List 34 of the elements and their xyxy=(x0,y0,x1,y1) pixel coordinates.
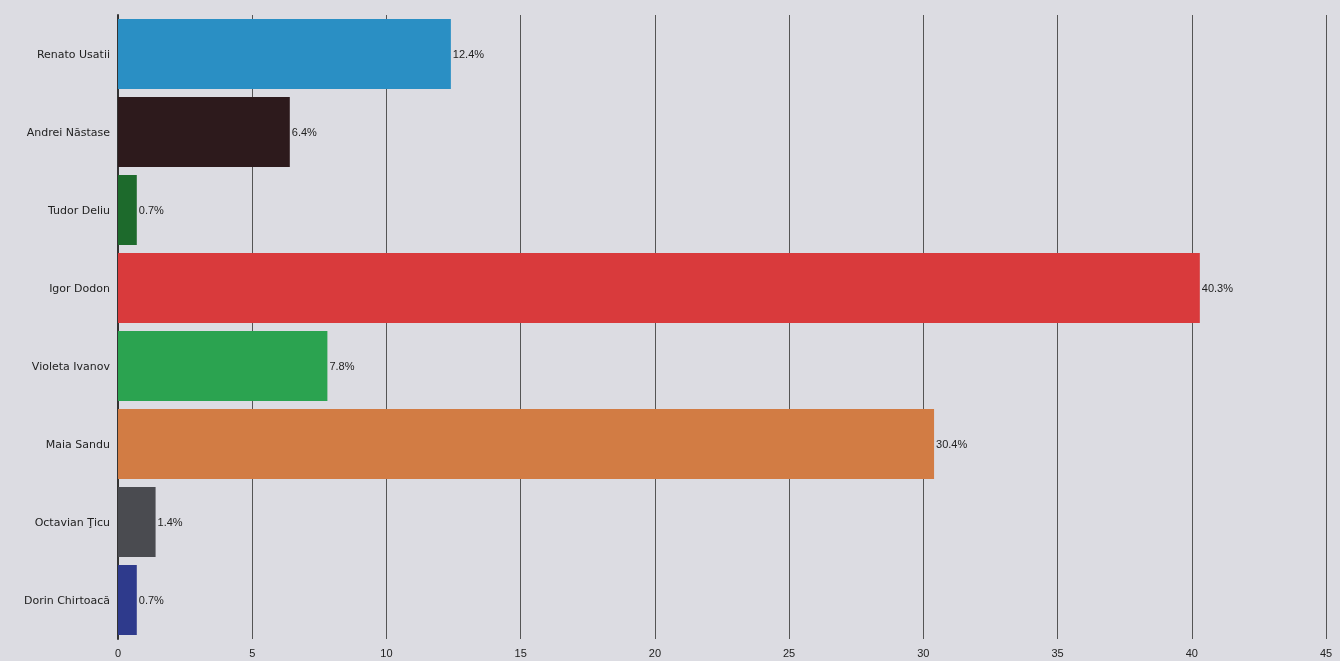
y-tick-label: Igor Dodon xyxy=(49,281,111,295)
y-tick-label: Renato Usatii xyxy=(36,47,110,61)
bar xyxy=(118,486,156,558)
x-tick-label: 10 xyxy=(380,646,393,659)
data-label: 12.4% xyxy=(452,48,485,60)
x-tick-label: 20 xyxy=(648,646,662,659)
x-tick-label: 35 xyxy=(1051,646,1064,659)
bar xyxy=(118,174,137,246)
y-tick-label: Andrei Năstase xyxy=(26,125,111,139)
data-label: 40.3% xyxy=(1201,282,1234,294)
data-label: 7.8% xyxy=(329,360,355,372)
bar xyxy=(118,18,451,90)
data-label: 0.7% xyxy=(138,594,165,606)
x-tick-label: 0 xyxy=(114,646,122,659)
data-label: 1.4% xyxy=(157,516,183,528)
data-label: 6.4% xyxy=(291,126,318,138)
bar xyxy=(118,252,1200,324)
x-tick-label: 25 xyxy=(782,646,796,659)
x-tick-label: 5 xyxy=(249,646,256,659)
x-tick-label: 15 xyxy=(514,646,527,659)
bar xyxy=(118,564,137,636)
bar xyxy=(118,96,290,168)
data-label: 30.4% xyxy=(936,438,968,450)
y-tick-label: Octavian Ţicu xyxy=(34,515,110,529)
x-tick-label: 45 xyxy=(1319,646,1333,659)
bar xyxy=(118,408,935,480)
y-tick-label: Maia Sandu xyxy=(45,437,110,451)
data-label: 0.7% xyxy=(138,204,165,216)
y-tick-label: Violeta Ivanov xyxy=(31,359,111,373)
y-tick-label: Dorin Chirtoacă xyxy=(23,593,110,607)
x-tick-label: 40 xyxy=(1185,646,1198,659)
bar xyxy=(118,330,328,402)
x-tick-label: 30 xyxy=(917,646,930,659)
y-tick-label: Tudor Deliu xyxy=(46,203,110,217)
